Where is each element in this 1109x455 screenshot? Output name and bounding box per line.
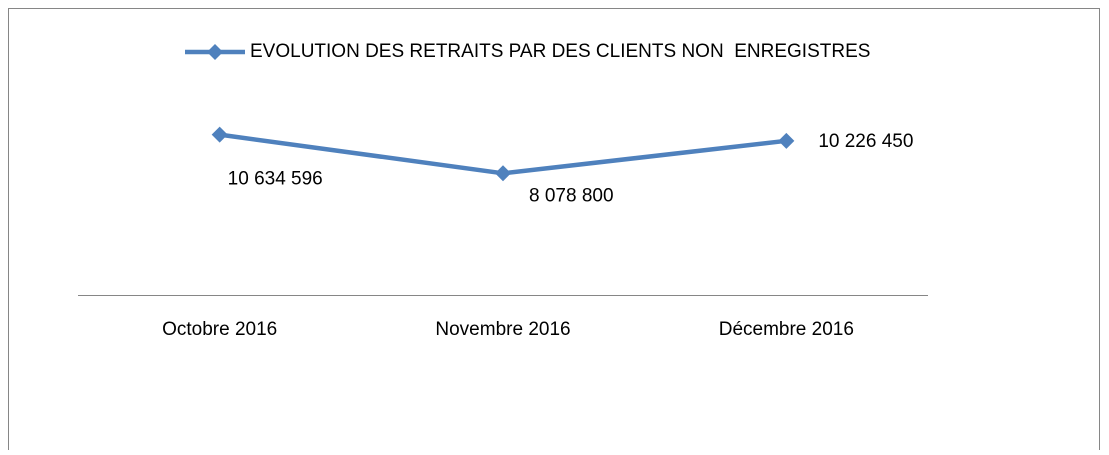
x-tick-label: Octobre 2016 [162,319,277,340]
data-point [778,132,795,149]
data-label: 10 634 596 [228,169,323,190]
data-point [211,126,228,143]
data-label: 10 226 450 [818,131,913,152]
data-point [495,165,511,182]
data-label: 8 078 800 [529,185,614,206]
x-tick-label: Novembre 2016 [435,319,570,340]
chart-frame [8,8,1100,455]
legend-label: EVOLUTION DES RETRAITS PAR DES CLIENTS N… [250,41,870,62]
legend-marker [207,44,223,60]
x-tick-label: Décembre 2016 [719,319,854,340]
